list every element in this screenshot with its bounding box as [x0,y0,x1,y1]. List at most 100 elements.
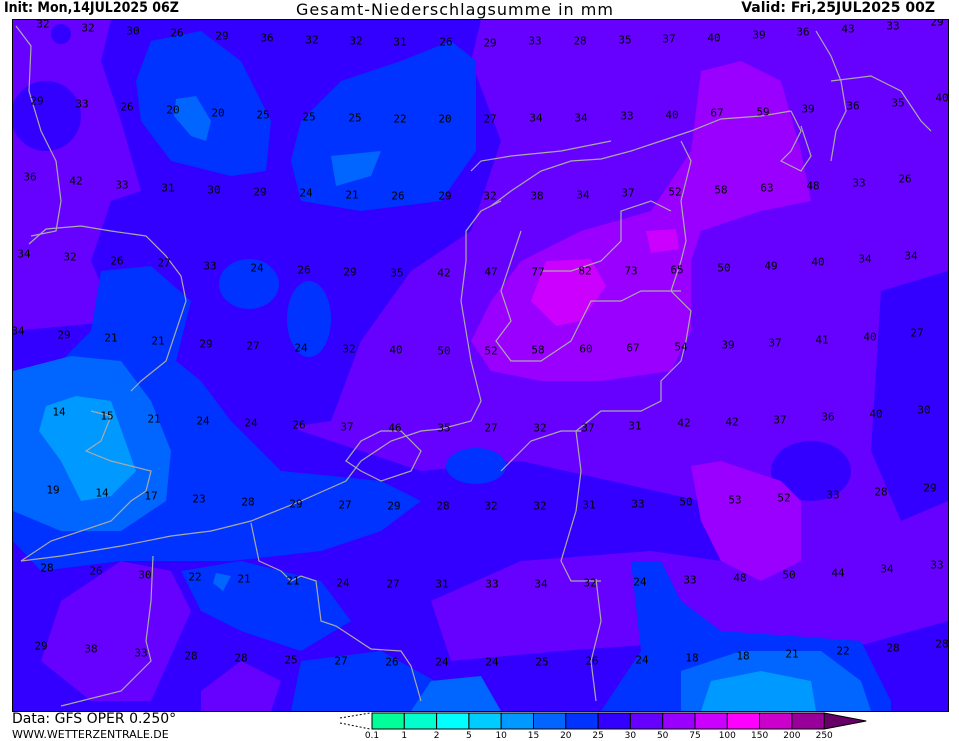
precip-value: 24 [196,414,210,428]
legend-label: 100 [718,731,736,741]
precip-value: 27 [910,326,924,340]
precip-value: 32 [63,250,77,264]
precip-value: 26 [89,564,103,578]
color-legend [339,712,867,730]
precip-value: 24 [294,341,308,355]
precip-value: 40 [811,255,825,269]
precip-value: 33 [886,19,900,33]
precip-value: 29 [930,19,944,29]
precip-value: 28 [935,637,949,651]
precip-value: 33 [631,497,645,511]
precip-value: 32 [533,499,547,513]
legend-swatch [436,712,470,730]
precip-value: 59 [756,105,770,119]
precip-value: 38 [530,189,544,203]
precip-value: 27 [386,577,400,591]
precip-value: 34 [534,577,548,591]
precip-value: 14 [52,405,66,419]
precip-value: 67 [626,341,640,355]
precip-value: 31 [435,577,449,591]
precip-value: 29 [923,481,937,495]
precip-value: 31 [393,35,407,49]
precip-value: 29 [387,499,401,513]
precip-value: 21 [147,412,161,426]
precip-value: 21 [286,574,300,588]
precip-value: 26 [898,172,912,186]
precip-value: 77 [531,265,545,279]
precip-value: 34 [17,247,31,261]
precip-value: 37 [340,420,354,434]
precip-value: 20 [166,103,180,117]
precip-value: 30 [138,568,152,582]
precip-value: 29 [57,328,71,342]
precip-value: 30 [207,183,221,197]
precip-value: 48 [806,179,820,193]
precip-value: 26 [439,35,453,49]
precip-value: 34 [858,252,872,266]
precip-value: 29 [30,94,44,108]
coastlines [15,25,932,707]
precip-value: 39 [801,102,815,116]
precip-value: 33 [485,577,499,591]
precip-value: 35 [437,421,451,435]
precip-value: 42 [677,416,691,430]
legend-lead-in [339,712,371,730]
legend-swatch [694,712,728,730]
legend-label: 200 [783,731,801,741]
legend-swatch [629,712,664,730]
precip-value: 39 [721,338,735,352]
precip-value: 32 [305,33,319,47]
precip-value: 24 [336,576,350,590]
precip-value: 21 [104,331,118,345]
precip-value: 50 [437,344,451,358]
precip-value: 24 [485,655,499,669]
field-30-50-inner [41,521,948,711]
precip-value: 24 [635,653,649,667]
precip-value: 34 [529,111,543,125]
legend-swatch [533,712,567,730]
precip-value: 22 [836,644,850,658]
precip-value: 21 [785,647,799,661]
precip-value: 28 [234,651,248,665]
precip-value: 25 [302,110,316,124]
precip-value: 32 [349,34,363,48]
precip-value: 28 [241,495,255,509]
legend-label: 2 [433,731,440,741]
precip-value: 26 [385,655,399,669]
website: WWW.WETTERZENTRALE.DE [12,728,169,741]
precip-value: 28 [573,34,587,48]
precip-value: 29 [34,639,48,653]
legend-swatch [500,712,534,730]
precip-value: 52 [484,344,498,358]
precip-value: 82 [578,264,592,278]
precip-value: 25 [256,108,270,122]
precip-value: 34 [576,188,590,202]
precip-value: 37 [773,413,787,427]
precip-value: 25 [535,655,549,669]
precip-value: 22 [188,570,202,584]
legend-label: 15 [527,731,540,741]
legend-swatch [726,712,761,730]
precip-value: 44 [831,566,845,580]
precip-value: 26 [170,26,184,40]
precip-value: 27 [483,112,497,126]
precip-value: 49 [764,259,778,273]
precip-value: 37 [621,186,635,200]
precip-value: 15 [100,409,114,423]
precip-value: 29 [215,29,229,43]
precip-value: 42 [437,266,451,280]
precip-value: 35 [618,33,632,47]
precip-value: 14 [95,486,109,500]
precip-value: 53 [728,493,742,507]
precip-value: 31 [161,181,175,195]
precip-value: 40 [665,108,679,122]
data-source: Data: GFS OPER 0.250° [12,711,177,727]
precip-value: 34 [880,562,894,576]
valid-time: Valid: Fri,25JUL2025 00Z [741,0,935,16]
precip-value: 28 [436,499,450,513]
legend-label: 20 [560,731,572,741]
precip-value: 18 [685,651,699,665]
precip-value: 63 [760,181,774,195]
legend-swatch [597,712,631,730]
precipitation-field [13,20,948,711]
